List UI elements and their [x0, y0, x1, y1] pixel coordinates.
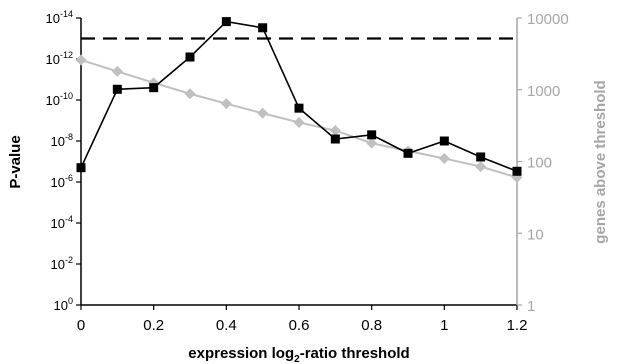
gene-count-marker — [329, 125, 341, 137]
gene-count-marker — [293, 116, 305, 128]
x-tick-label: 0.8 — [361, 317, 382, 334]
gene-count-marker — [75, 54, 87, 66]
x-axis-label-sub: 2 — [294, 354, 300, 364]
pvalue-marker — [476, 152, 486, 162]
x-axis-label-post: -ratio threshold — [300, 345, 410, 362]
x-tick-label: 0 — [77, 317, 85, 334]
gene-count-marker — [257, 107, 269, 119]
x-tick-label: 0.6 — [289, 317, 310, 334]
left-tick-label: 10-8 — [51, 132, 73, 149]
pvalue-marker — [294, 103, 304, 113]
left-tick-label: 10-10 — [46, 91, 73, 108]
left-axis-label: P-value — [7, 135, 24, 188]
right-tick-label: 1 — [527, 298, 535, 315]
right-tick-label: 100 — [527, 155, 552, 172]
pvalue-marker — [367, 130, 377, 140]
gene-count-marker — [184, 88, 196, 100]
series-line-left — [80, 20, 518, 173]
x-tick-label: 1.2 — [507, 317, 528, 334]
x-tick-label: 1 — [440, 317, 448, 334]
pvalue-marker — [403, 148, 413, 158]
left-tick-label: 10-2 — [51, 255, 73, 272]
axes-layer — [80, 18, 518, 306]
gene-count-marker — [475, 161, 487, 173]
left-tick-label: 10-12 — [46, 50, 73, 67]
series-layer — [75, 17, 523, 183]
x-tick-label: 0.4 — [216, 317, 237, 334]
left-tick-label: 10-6 — [51, 173, 73, 190]
pvalue-marker — [76, 163, 86, 173]
pvalue-marker — [112, 84, 122, 94]
left-tick-label: 10-14 — [46, 9, 73, 26]
x-axis-label-pre: expression log — [188, 345, 294, 362]
pvalue-marker — [439, 136, 449, 146]
left-tick-label: 100 — [54, 296, 73, 313]
x-axis-label: expression log2-ratio threshold — [188, 345, 409, 364]
ticks-layer: 0 0.2 0.4 0.6 0.8 1 1.2 100 10-2 10-4 10-6 10-8 10-1… — [46, 9, 569, 334]
gene-count-marker — [220, 98, 232, 110]
right-tick-label: 10 — [527, 226, 544, 243]
x-tick-label: 0.2 — [143, 317, 164, 334]
pvalue-marker — [221, 17, 231, 27]
right-tick-label: 1000 — [527, 83, 560, 100]
pvalue-marker — [512, 166, 522, 176]
right-tick-label: 10000 — [527, 11, 569, 28]
right-axis-label: genes above threshold — [592, 80, 609, 243]
gene-count-marker — [366, 137, 378, 149]
pvalue-marker — [149, 83, 159, 93]
pvalue-marker — [185, 52, 195, 62]
gene-count-marker — [111, 65, 123, 77]
pvalue-marker — [258, 23, 268, 33]
left-tick-label: 10-4 — [51, 214, 73, 231]
gene-count-marker — [438, 153, 450, 165]
pvalue-marker — [330, 134, 340, 144]
